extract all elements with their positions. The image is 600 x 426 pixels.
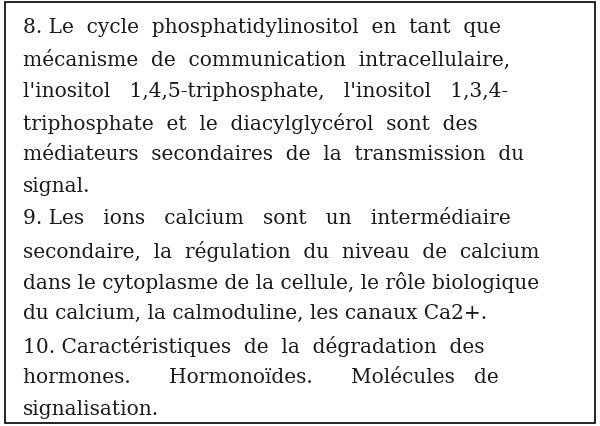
Text: signal.: signal.	[23, 176, 90, 196]
Text: l'inositol   1,4,5-triphosphate,   l'inositol   1,3,4-: l'inositol 1,4,5-triphosphate, l'inosito…	[23, 81, 508, 100]
Text: du calcium, la calmoduline, les canaux Ca2+.: du calcium, la calmoduline, les canaux C…	[23, 304, 487, 322]
Text: médiateurs  secondaires  de  la  transmission  du: médiateurs secondaires de la transmissio…	[23, 145, 524, 164]
Text: 10. Caractéristiques  de  la  dégradation  des: 10. Caractéristiques de la dégradation d…	[23, 335, 484, 356]
Text: triphosphate  et  le  diacylglycérol  sont  des: triphosphate et le diacylglycérol sont d…	[23, 113, 478, 134]
Text: mécanisme  de  communication  intracellulaire,: mécanisme de communication intracellulai…	[23, 49, 510, 70]
Text: 8. Le  cycle  phosphatidylinositol  en  tant  que: 8. Le cycle phosphatidylinositol en tant…	[23, 18, 501, 37]
Text: signalisation.: signalisation.	[23, 399, 159, 417]
Text: dans le cytoplasme de la cellule, le rôle biologique: dans le cytoplasme de la cellule, le rôl…	[23, 272, 539, 293]
Text: hormones.      Hormonoïdes.      Molécules   de: hormones. Hormonoïdes. Molécules de	[23, 367, 499, 386]
Text: secondaire,  la  régulation  du  niveau  de  calcium: secondaire, la régulation du niveau de c…	[23, 240, 539, 261]
Text: 9. Les   ions   calcium   sont   un   intermédiaire: 9. Les ions calcium sont un intermédiair…	[23, 208, 511, 227]
